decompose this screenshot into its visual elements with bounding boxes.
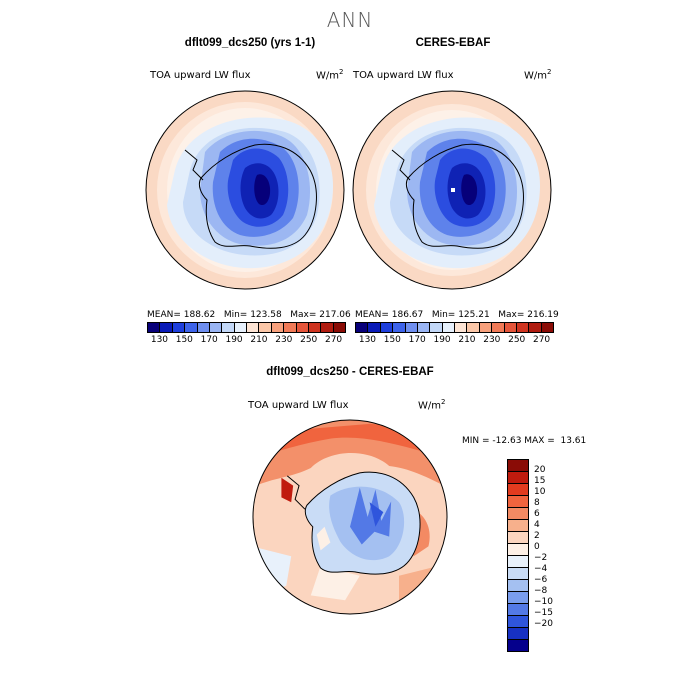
- difference-colorbar-swatch: [508, 532, 528, 544]
- colorbar-observed-swatch: [479, 323, 493, 332]
- colorbar-observed-swatch: [516, 323, 530, 332]
- panel-1-stats: MEAN= 188.62 Min= 123.58 Max= 217.06: [147, 310, 351, 320]
- difference-colorbar-tick-label: 15: [534, 476, 546, 486]
- colorbar-observed-swatch: [541, 323, 553, 332]
- colorbar-model-swatch: [197, 323, 210, 332]
- colorbar-observed-swatch: [417, 323, 431, 332]
- difference-colorbar-tick-label: 20: [534, 465, 546, 475]
- colorbar-model-swatch: [172, 323, 186, 332]
- colorbar-model-swatch: [284, 323, 297, 332]
- difference-colorbar-swatch: [508, 592, 528, 604]
- polar-map-observed: [352, 90, 552, 290]
- panel-2-variable-label: TOA upward LW flux: [353, 70, 454, 81]
- difference-colorbar-tick-label: 0: [534, 542, 540, 552]
- colorbar-model-tick-label: 270: [324, 335, 343, 345]
- difference-colorbar-swatch: [508, 496, 528, 508]
- colorbar-model-tick-label: 190: [225, 335, 243, 345]
- colorbar-model-tick-label: 150: [175, 335, 193, 345]
- difference-colorbar-swatch: [508, 520, 528, 532]
- difference-colorbar-tick-label: 4: [534, 520, 540, 530]
- difference-colorbar-swatch: [508, 556, 528, 568]
- colorbar-model-swatch: [259, 323, 272, 332]
- colorbar-observed-tick-label: 190: [433, 335, 451, 345]
- colorbar-model-swatch: [296, 323, 309, 332]
- colorbar-observed-swatch: [455, 323, 468, 332]
- difference-colorbar-swatch: [508, 460, 528, 472]
- colorbar-observed-swatch: [504, 323, 517, 332]
- difference-colorbar-tick-label: −6: [534, 575, 548, 585]
- colorbar-model-swatch: [308, 323, 322, 332]
- colorbar-model-swatch: [185, 323, 198, 332]
- colorbar-model: 130 150 170 190 210 230 250 270: [147, 322, 346, 345]
- difference-colorbar-tick-label: 6: [534, 509, 540, 519]
- colorbar-observed-tick-label: 270: [532, 335, 551, 345]
- difference-colorbar-tick-label: 8: [534, 498, 540, 508]
- panel-1-units: W/m2: [316, 68, 344, 82]
- panel-1-title: dflt099_dcs250 (yrs 1-1): [184, 37, 316, 49]
- difference-colorbar: [507, 459, 529, 652]
- difference-colorbar-swatch: [508, 616, 528, 628]
- difference-variable-label: TOA upward LW flux: [248, 400, 349, 411]
- colorbar-model-tick-label: 210: [250, 335, 268, 345]
- colorbar-observed-swatch: [492, 323, 505, 332]
- colorbar-observed-tick-label: 130: [358, 335, 377, 345]
- difference-units: W/m2: [418, 398, 446, 412]
- colorbar-model-swatch: [247, 323, 260, 332]
- polar-map-model: [145, 90, 345, 290]
- difference-colorbar-swatch: [508, 484, 528, 496]
- colorbar-observed-swatch: [368, 323, 381, 332]
- polar-map-difference: [252, 419, 448, 615]
- difference-colorbar-tick-label: 10: [534, 487, 546, 497]
- difference-colorbar-tick-label: 2: [534, 531, 540, 541]
- difference-colorbar-swatch: [508, 640, 528, 651]
- colorbar-observed-swatch: [442, 323, 455, 332]
- colorbar-observed-swatch: [467, 323, 480, 332]
- difference-colorbar-swatch: [508, 580, 528, 592]
- panel-2-units: W/m2: [524, 68, 552, 82]
- colorbar-observed-swatch: [430, 323, 443, 332]
- difference-colorbar-tick-label: −10: [534, 597, 553, 607]
- colorbar-observed-tick-label: 230: [483, 335, 501, 345]
- colorbar-observed-swatch: [356, 323, 369, 332]
- colorbar-observed-tick-label: 210: [458, 335, 476, 345]
- colorbar-model-swatch: [271, 323, 285, 332]
- colorbar-model-swatch: [321, 323, 334, 332]
- colorbar-observed-swatch: [529, 323, 542, 332]
- colorbar-observed-tick-label: 170: [408, 335, 426, 345]
- colorbar-model-swatch: [222, 323, 235, 332]
- difference-title: dflt099_dcs250 - CERES-EBAF: [266, 366, 434, 378]
- colorbar-model-swatch: [209, 323, 223, 332]
- colorbar-model-swatch: [333, 323, 345, 332]
- difference-colorbar-swatch: [508, 472, 528, 484]
- colorbar-observed-swatch: [380, 323, 394, 332]
- panel-2-title: CERES-EBAF: [415, 37, 491, 49]
- colorbar-model-swatch: [148, 323, 161, 332]
- difference-colorbar-tick-label: −20: [534, 619, 553, 629]
- panel-1-variable-label: TOA upward LW flux: [150, 70, 251, 81]
- difference-colorbar-swatch: [508, 508, 528, 520]
- colorbar-observed-tick-label: 250: [508, 335, 526, 345]
- colorbar-model-tick-label: 250: [300, 335, 318, 345]
- colorbar-observed-tick-label: 150: [383, 335, 401, 345]
- difference-colorbar-swatch: [508, 628, 528, 640]
- difference-colorbar-tick-label: −8: [534, 586, 548, 596]
- difference-colorbar-tick-label: −2: [534, 553, 548, 563]
- colorbar-model-tick-label: 170: [200, 335, 218, 345]
- difference-colorbar-swatch: [508, 604, 528, 616]
- difference-colorbar-swatch: [508, 544, 528, 556]
- colorbar-model-swatch: [160, 323, 173, 332]
- panel-2-stats: MEAN= 186.67 Min= 125.21 Max= 216.19: [355, 310, 559, 320]
- colorbar-model-tick-label: 230: [275, 335, 293, 345]
- difference-colorbar-tick-label: −15: [534, 608, 553, 618]
- difference-minmax: MIN = -12.63 MAX = 13.61: [462, 436, 587, 446]
- colorbar-model-tick-label: 130: [150, 335, 169, 345]
- colorbar-observed-swatch: [405, 323, 418, 332]
- difference-colorbar-tick-label: −4: [534, 564, 548, 574]
- difference-colorbar-swatch: [508, 568, 528, 580]
- colorbar-observed: 130 150 170 190 210 230 250 270: [355, 322, 554, 345]
- colorbar-model-swatch: [234, 323, 247, 332]
- figure-title: ANN: [326, 8, 374, 32]
- colorbar-observed-swatch: [393, 323, 406, 332]
